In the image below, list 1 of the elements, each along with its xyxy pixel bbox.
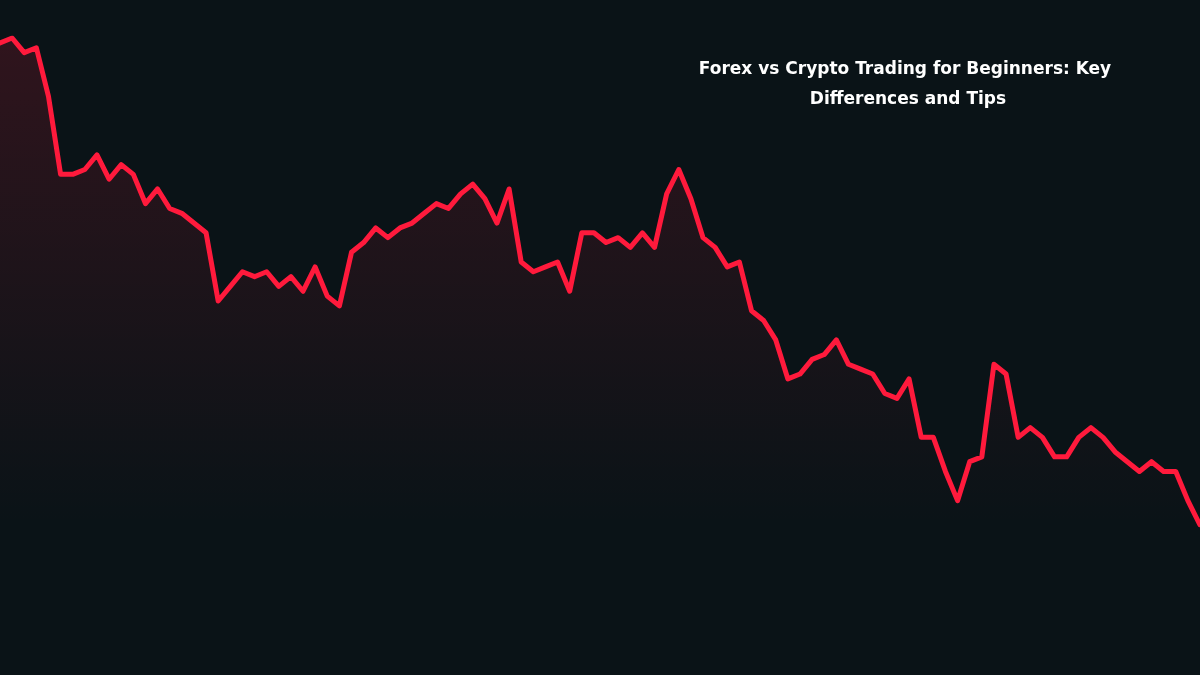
- text: Forex vs Crypto Trading for Beginners: Key Differences and Tips: [698, 58, 1112, 108]
